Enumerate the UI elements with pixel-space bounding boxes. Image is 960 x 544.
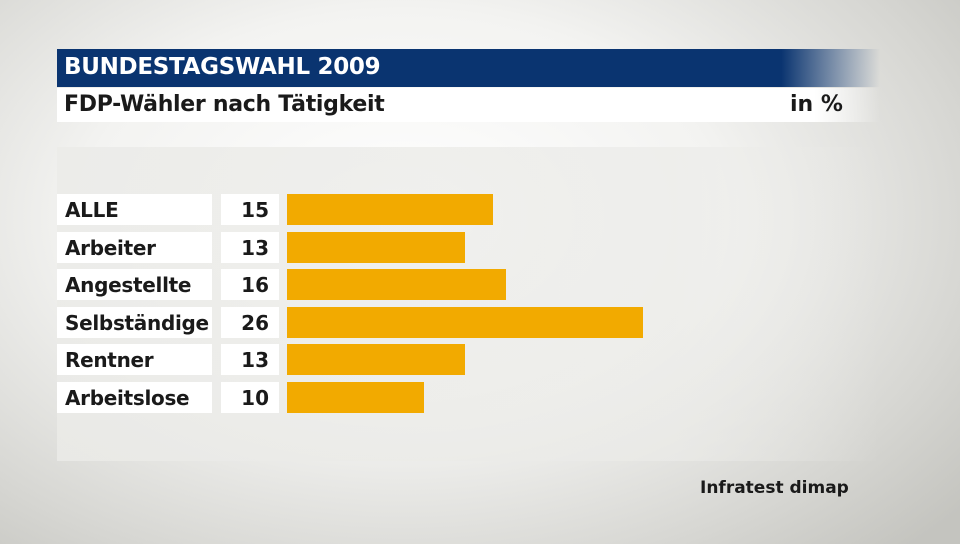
chart-subtitle: FDP-Wähler nach Tätigkeit (64, 92, 385, 117)
bar (287, 344, 465, 375)
value-label: 13 (241, 236, 269, 260)
value-label: 15 (241, 198, 269, 222)
value-label: 13 (241, 348, 269, 372)
category-label: Selbständige (65, 311, 209, 335)
value-label-box: 13 (221, 344, 279, 375)
bar (287, 307, 643, 338)
value-label: 16 (241, 273, 269, 297)
value-label-box: 26 (221, 307, 279, 338)
category-label: ALLE (65, 198, 119, 222)
category-label-box: Arbeiter (57, 232, 212, 263)
bar (287, 269, 506, 300)
subtitle-bar (57, 88, 880, 122)
category-label-box: Angestellte (57, 269, 212, 300)
category-label-box: Selbständige (57, 307, 212, 338)
value-label-box: 13 (221, 232, 279, 263)
header-bar (57, 49, 880, 87)
unit-label: in % (790, 92, 843, 117)
value-label-box: 10 (221, 382, 279, 413)
category-label-box: Arbeitslose (57, 382, 212, 413)
chart-header-title: BUNDESTAGSWAHL 2009 (64, 54, 381, 80)
category-label: Angestellte (65, 273, 192, 297)
value-label: 10 (241, 386, 269, 410)
category-label: Arbeitslose (65, 386, 190, 410)
category-label: Arbeiter (65, 236, 156, 260)
category-label-box: Rentner (57, 344, 212, 375)
bar (287, 232, 465, 263)
source-label: Infratest dimap (700, 478, 849, 498)
bar (287, 382, 424, 413)
value-label: 26 (241, 311, 269, 335)
value-label-box: 16 (221, 269, 279, 300)
value-label-box: 15 (221, 194, 279, 225)
bar (287, 194, 493, 225)
category-label: Rentner (65, 348, 154, 372)
category-label-box: ALLE (57, 194, 212, 225)
